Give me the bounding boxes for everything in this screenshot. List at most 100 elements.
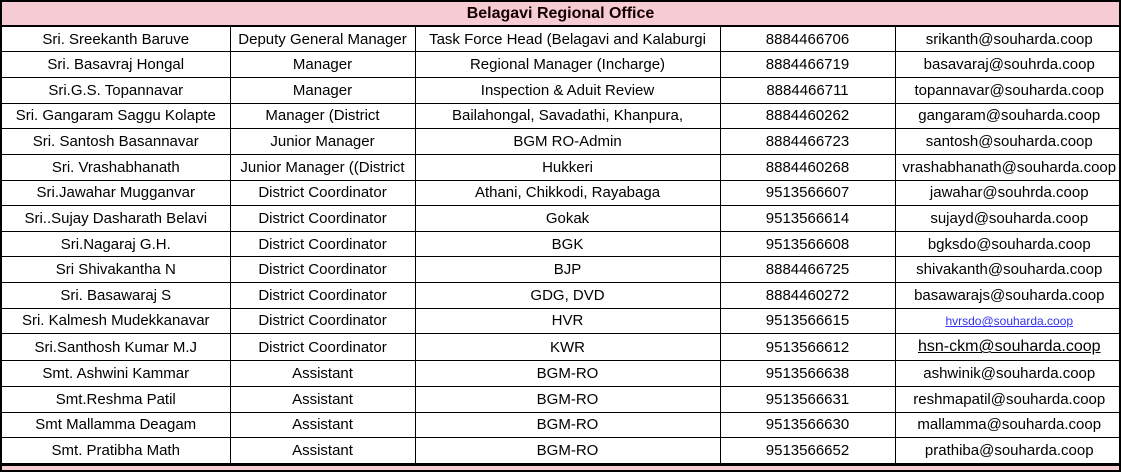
- name-cell[interactable]: Sri. Basavraj Hongal: [2, 51, 231, 79]
- assignment-cell[interactable]: GDG, DVD: [414, 282, 721, 309]
- email-cell[interactable]: gangaram@souharda.coop: [894, 102, 1119, 130]
- email-cell[interactable]: vrashabhanath@souharda.coop: [894, 153, 1119, 181]
- assignment-cell[interactable]: Task Force Head (Belagavi and Kalaburgi: [414, 27, 721, 53]
- table-row: Smt. Pratibha Math Assistant BGM-RO 9513566…: [2, 437, 1119, 464]
- assignment-cell[interactable]: Gokak: [414, 205, 721, 232]
- name-cell[interactable]: Smt Mallamma Deagam: [2, 411, 231, 439]
- email-cell[interactable]: srikanth@souharda.coop: [894, 27, 1119, 53]
- phone-cell[interactable]: 9513566652: [719, 437, 896, 464]
- assignment-cell[interactable]: BGM-RO: [414, 385, 721, 413]
- designation-cell[interactable]: District Coordinator: [229, 333, 416, 362]
- assignment-cell[interactable]: BGM-RO: [414, 437, 721, 464]
- table-row: Sri.Santhosh Kumar M.J District Coordinat…: [2, 333, 1119, 362]
- email-cell[interactable]: basavaraj@souhrda.coop: [894, 51, 1119, 79]
- phone-cell[interactable]: 8884460268: [719, 153, 896, 181]
- name-cell[interactable]: Sri.Jawahar Mugganvar: [2, 179, 231, 207]
- designation-cell[interactable]: District Coordinator: [229, 179, 416, 207]
- email-cell[interactable]: bgksdo@souharda.coop: [894, 230, 1119, 258]
- contacts-table: Sri. Sreekanth Baruve Deputy General Mana…: [2, 27, 1119, 464]
- table-row: Sri. Sreekanth Baruve Deputy General Mana…: [2, 27, 1119, 53]
- name-cell[interactable]: Sri.G.S. Topannavar: [2, 77, 231, 104]
- phone-cell[interactable]: 9513566638: [719, 360, 896, 387]
- email-cell[interactable]: shivakanth@souharda.coop: [894, 256, 1119, 284]
- designation-cell[interactable]: District Coordinator: [229, 282, 416, 309]
- email-link[interactable]: hsn-ckm@souharda.coop: [917, 338, 1101, 356]
- name-cell[interactable]: Sri. Kalmesh Mudekkanavar: [2, 307, 231, 335]
- designation-cell[interactable]: Manager: [229, 51, 416, 79]
- phone-cell[interactable]: 8884466723: [719, 128, 896, 155]
- phone-cell[interactable]: 8884466719: [719, 51, 896, 79]
- designation-cell[interactable]: Assistant: [229, 437, 416, 464]
- assignment-cell[interactable]: Regional Manager (Incharge): [414, 51, 721, 79]
- assignment-cell[interactable]: Inspection & Aduit Review: [414, 77, 721, 104]
- designation-cell[interactable]: District Coordinator: [229, 205, 416, 232]
- designation-cell[interactable]: Junior Manager ((District: [229, 153, 416, 181]
- assignment-cell[interactable]: Bailahongal, Savadathi, Khanpura,: [414, 102, 721, 130]
- name-cell[interactable]: Sri. Basawaraj S: [2, 282, 231, 309]
- email-cell[interactable]: hvrsdo@souharda.coop: [894, 307, 1119, 335]
- assignment-cell[interactable]: BGM-RO: [414, 360, 721, 387]
- next-section-strip: [2, 464, 1119, 470]
- name-cell[interactable]: Sri..Sujay Dasharath Belavi: [2, 205, 231, 232]
- designation-cell[interactable]: Junior Manager: [229, 128, 416, 155]
- assignment-cell[interactable]: BGM-RO: [414, 411, 721, 439]
- name-cell[interactable]: Smt. Ashwini Kammar: [2, 360, 231, 387]
- name-cell[interactable]: Sri. Santosh Basannavar: [2, 128, 231, 155]
- email-cell[interactable]: prathiba@souharda.coop: [894, 437, 1119, 464]
- table-row: Sri.Jawahar Mugganvar District Coordinato…: [2, 179, 1119, 207]
- name-cell[interactable]: Sri. Gangaram Saggu Kolapte: [2, 102, 231, 130]
- email-cell[interactable]: sujayd@souharda.coop: [894, 205, 1119, 232]
- name-cell[interactable]: Sri.Santhosh Kumar M.J: [2, 333, 231, 362]
- email-cell[interactable]: mallamma@souharda.coop: [894, 411, 1119, 439]
- name-cell[interactable]: Sri. Sreekanth Baruve: [2, 27, 231, 53]
- phone-cell[interactable]: 9513566614: [719, 205, 896, 232]
- table-row: Sri.G.S. Topannavar Manager Inspection & A…: [2, 77, 1119, 104]
- name-cell[interactable]: Smt. Pratibha Math: [2, 437, 231, 464]
- assignment-cell[interactable]: KWR: [414, 333, 721, 362]
- email-cell[interactable]: basawarajs@souharda.coop: [894, 282, 1119, 309]
- name-cell[interactable]: Smt.Reshma Patil: [2, 385, 231, 413]
- table-row: Sri..Sujay Dasharath Belavi District Coor…: [2, 205, 1119, 232]
- phone-cell[interactable]: 9513566630: [719, 411, 896, 439]
- designation-cell[interactable]: District Coordinator: [229, 256, 416, 284]
- name-cell[interactable]: Sri. Vrashabhanath: [2, 153, 231, 181]
- phone-cell[interactable]: 9513566608: [719, 230, 896, 258]
- designation-cell[interactable]: Assistant: [229, 411, 416, 439]
- assignment-cell[interactable]: BJP: [414, 256, 721, 284]
- email-cell[interactable]: hsn-ckm@souharda.coop: [894, 333, 1119, 362]
- phone-cell[interactable]: 9513566615: [719, 307, 896, 335]
- table-row: Sri.Nagaraj G.H. District Coordinator BGK 9…: [2, 230, 1119, 258]
- phone-cell[interactable]: 8884466706: [719, 27, 896, 53]
- assignment-cell[interactable]: BGM RO-Admin: [414, 128, 721, 155]
- phone-cell[interactable]: 9513566612: [719, 333, 896, 362]
- designation-cell[interactable]: Deputy General Manager: [229, 27, 416, 53]
- assignment-cell[interactable]: HVR: [414, 307, 721, 335]
- assignment-cell[interactable]: Hukkeri: [414, 153, 721, 181]
- assignment-cell[interactable]: BGK: [414, 230, 721, 258]
- table-row: Sri. Gangaram Saggu Kolapte Manager (Dist…: [2, 102, 1119, 130]
- table-row: Sri Shivakantha N District Coordinator BJP…: [2, 256, 1119, 284]
- assignment-cell[interactable]: Athani, Chikkodi, Rayabaga: [414, 179, 721, 207]
- phone-cell[interactable]: 8884466711: [719, 77, 896, 104]
- phone-cell[interactable]: 9513566631: [719, 385, 896, 413]
- phone-cell[interactable]: 9513566607: [719, 179, 896, 207]
- phone-cell[interactable]: 8884460262: [719, 102, 896, 130]
- table-row: Smt.Reshma Patil Assistant BGM-RO 951356663…: [2, 385, 1119, 413]
- name-cell[interactable]: Sri Shivakantha N: [2, 256, 231, 284]
- email-link[interactable]: hvrsdo@souharda.coop: [945, 314, 1074, 329]
- designation-cell[interactable]: District Coordinator: [229, 230, 416, 258]
- designation-cell[interactable]: Manager: [229, 77, 416, 104]
- phone-cell[interactable]: 8884460272: [719, 282, 896, 309]
- email-cell[interactable]: ashwinik@souharda.coop: [894, 360, 1119, 387]
- designation-cell[interactable]: District Coordinator: [229, 307, 416, 335]
- email-cell[interactable]: santosh@souharda.coop: [894, 128, 1119, 155]
- designation-cell[interactable]: Assistant: [229, 360, 416, 387]
- phone-cell[interactable]: 8884466725: [719, 256, 896, 284]
- name-cell[interactable]: Sri.Nagaraj G.H.: [2, 230, 231, 258]
- designation-cell[interactable]: Manager (District: [229, 102, 416, 130]
- email-cell[interactable]: jawahar@souhrda.coop: [894, 179, 1119, 207]
- email-cell[interactable]: reshmapatil@souharda.coop: [894, 385, 1119, 413]
- designation-cell[interactable]: Assistant: [229, 385, 416, 413]
- email-cell[interactable]: topannavar@souharda.coop: [894, 77, 1119, 104]
- table-title[interactable]: Belagavi Regional Office: [2, 2, 1119, 27]
